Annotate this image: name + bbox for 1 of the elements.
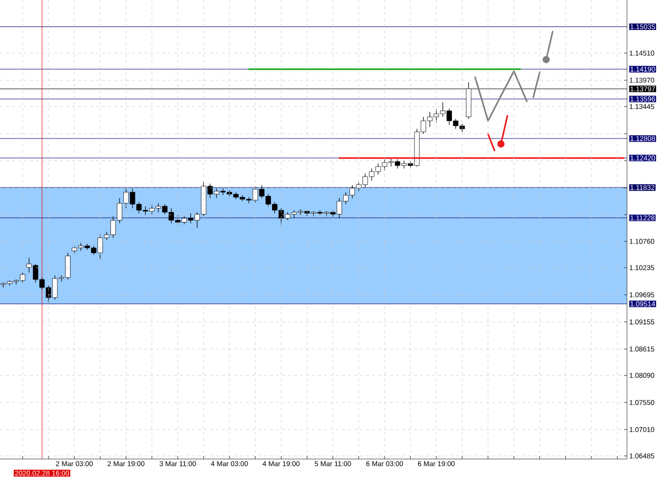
line-series bbox=[474, 70, 528, 122]
